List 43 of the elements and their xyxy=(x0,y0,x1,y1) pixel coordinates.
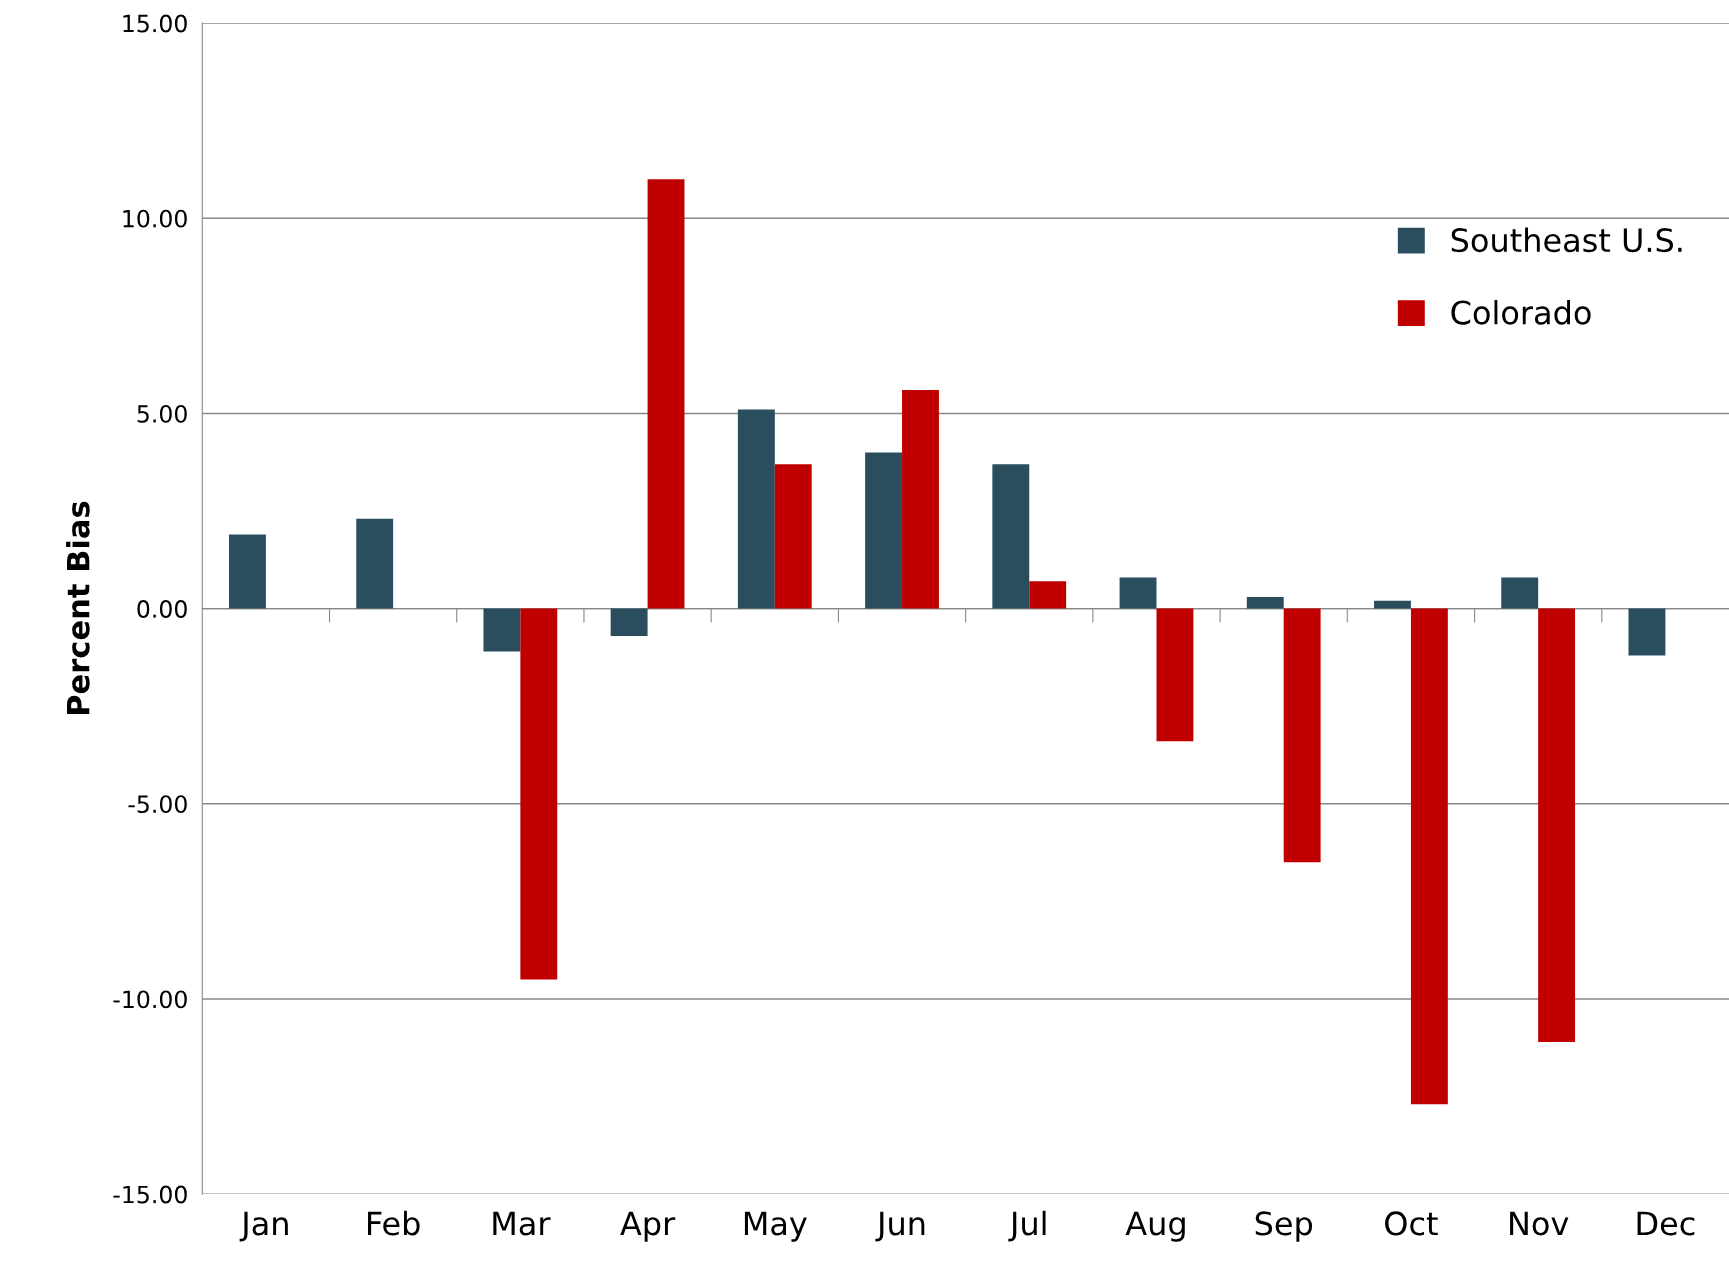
y-tick-label: 0.00 xyxy=(137,600,187,618)
y-axis-title: Percent Bias xyxy=(66,501,90,715)
y-tick-label: -5.00 xyxy=(128,795,187,814)
bar xyxy=(992,464,1030,609)
bar xyxy=(902,390,939,609)
bar xyxy=(1119,577,1157,609)
bar xyxy=(1410,608,1448,1105)
y-tick-label: 15.00 xyxy=(123,14,187,33)
x-tick-label: Nov xyxy=(1510,1211,1569,1236)
x-tick-label: Aug xyxy=(1125,1211,1185,1242)
bar xyxy=(1374,600,1411,609)
bar xyxy=(865,452,903,609)
x-tick-label: Feb xyxy=(367,1210,420,1236)
legend-label: Southeast U.S. xyxy=(1451,227,1682,253)
bar xyxy=(1538,608,1576,1042)
x-tick-label: Jul xyxy=(1008,1210,1046,1242)
bar xyxy=(229,534,266,609)
x-tick-label: Apr xyxy=(620,1211,676,1242)
bar xyxy=(356,518,394,609)
bar xyxy=(774,464,812,609)
x-tick-label: Jun xyxy=(875,1211,925,1242)
x-tick-label: Oct xyxy=(1385,1211,1438,1236)
x-tick-label: May xyxy=(744,1211,807,1242)
y-tick-label: -15.00 xyxy=(113,1185,187,1204)
bar xyxy=(737,409,775,609)
y-tick-label: -10.00 xyxy=(113,990,187,1009)
bar xyxy=(1501,577,1539,609)
bar xyxy=(1156,608,1194,742)
bar xyxy=(1029,581,1067,609)
bar xyxy=(610,608,648,636)
y-tick-label: 10.00 xyxy=(123,209,187,228)
legend-label: Colorado xyxy=(1451,299,1591,325)
bar xyxy=(483,608,521,652)
x-tick-label: Jan xyxy=(239,1211,288,1242)
bar xyxy=(1283,608,1321,863)
bar xyxy=(1628,608,1666,656)
x-tick-label: Dec xyxy=(1637,1211,1695,1236)
bar xyxy=(520,608,558,980)
x-tick-label: Mar xyxy=(493,1211,551,1236)
x-tick-label: Sep xyxy=(1255,1211,1313,1242)
bar xyxy=(647,179,685,609)
bar xyxy=(1246,596,1284,609)
y-tick-label: 5.00 xyxy=(137,404,187,423)
